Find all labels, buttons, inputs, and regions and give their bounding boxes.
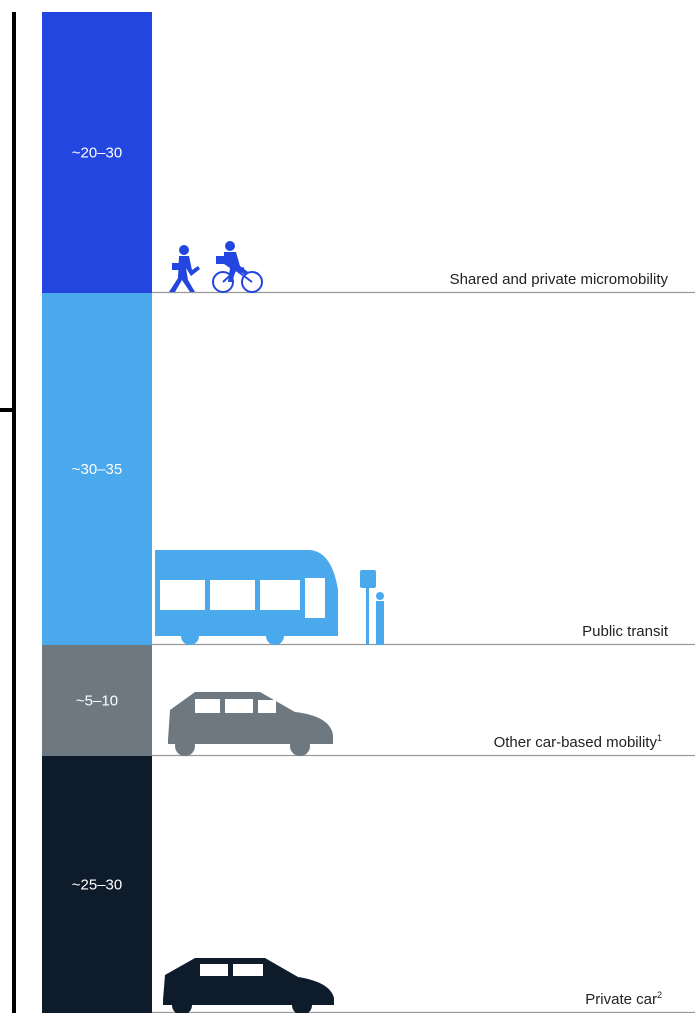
segment <box>42 645 152 756</box>
segment-label: Public transit <box>582 623 669 640</box>
segment-range: ~20–30 <box>72 145 122 162</box>
footnote-mark: 2 <box>657 990 662 1000</box>
private-car-icon <box>163 958 334 1013</box>
footnote-mark: 1 <box>657 733 662 743</box>
segment-range: ~30–35 <box>72 461 122 478</box>
segment-label: Private car2 <box>585 990 662 1008</box>
label-text: Public transit <box>582 623 669 640</box>
bracket-line <box>12 12 16 1013</box>
bracket-tick <box>0 408 16 412</box>
car-icon <box>168 692 333 756</box>
segment-label: Other car-based mobility1 <box>494 733 662 751</box>
label-text: Private car <box>585 991 657 1008</box>
segment-range: ~25–30 <box>72 877 122 894</box>
segment <box>42 12 152 293</box>
label-text: Shared and private micromobility <box>450 271 669 288</box>
micromobility-icon <box>169 241 263 293</box>
segment-range: ~5–10 <box>76 693 118 710</box>
label-text: Other car-based mobility <box>494 734 658 751</box>
segment <box>42 293 152 645</box>
segment <box>42 756 152 1013</box>
segments: ~20–30 Shared and private micromobility ~3… <box>42 12 695 1013</box>
segment-label: Shared and private micromobility <box>450 271 669 288</box>
bus-icon <box>155 550 384 645</box>
